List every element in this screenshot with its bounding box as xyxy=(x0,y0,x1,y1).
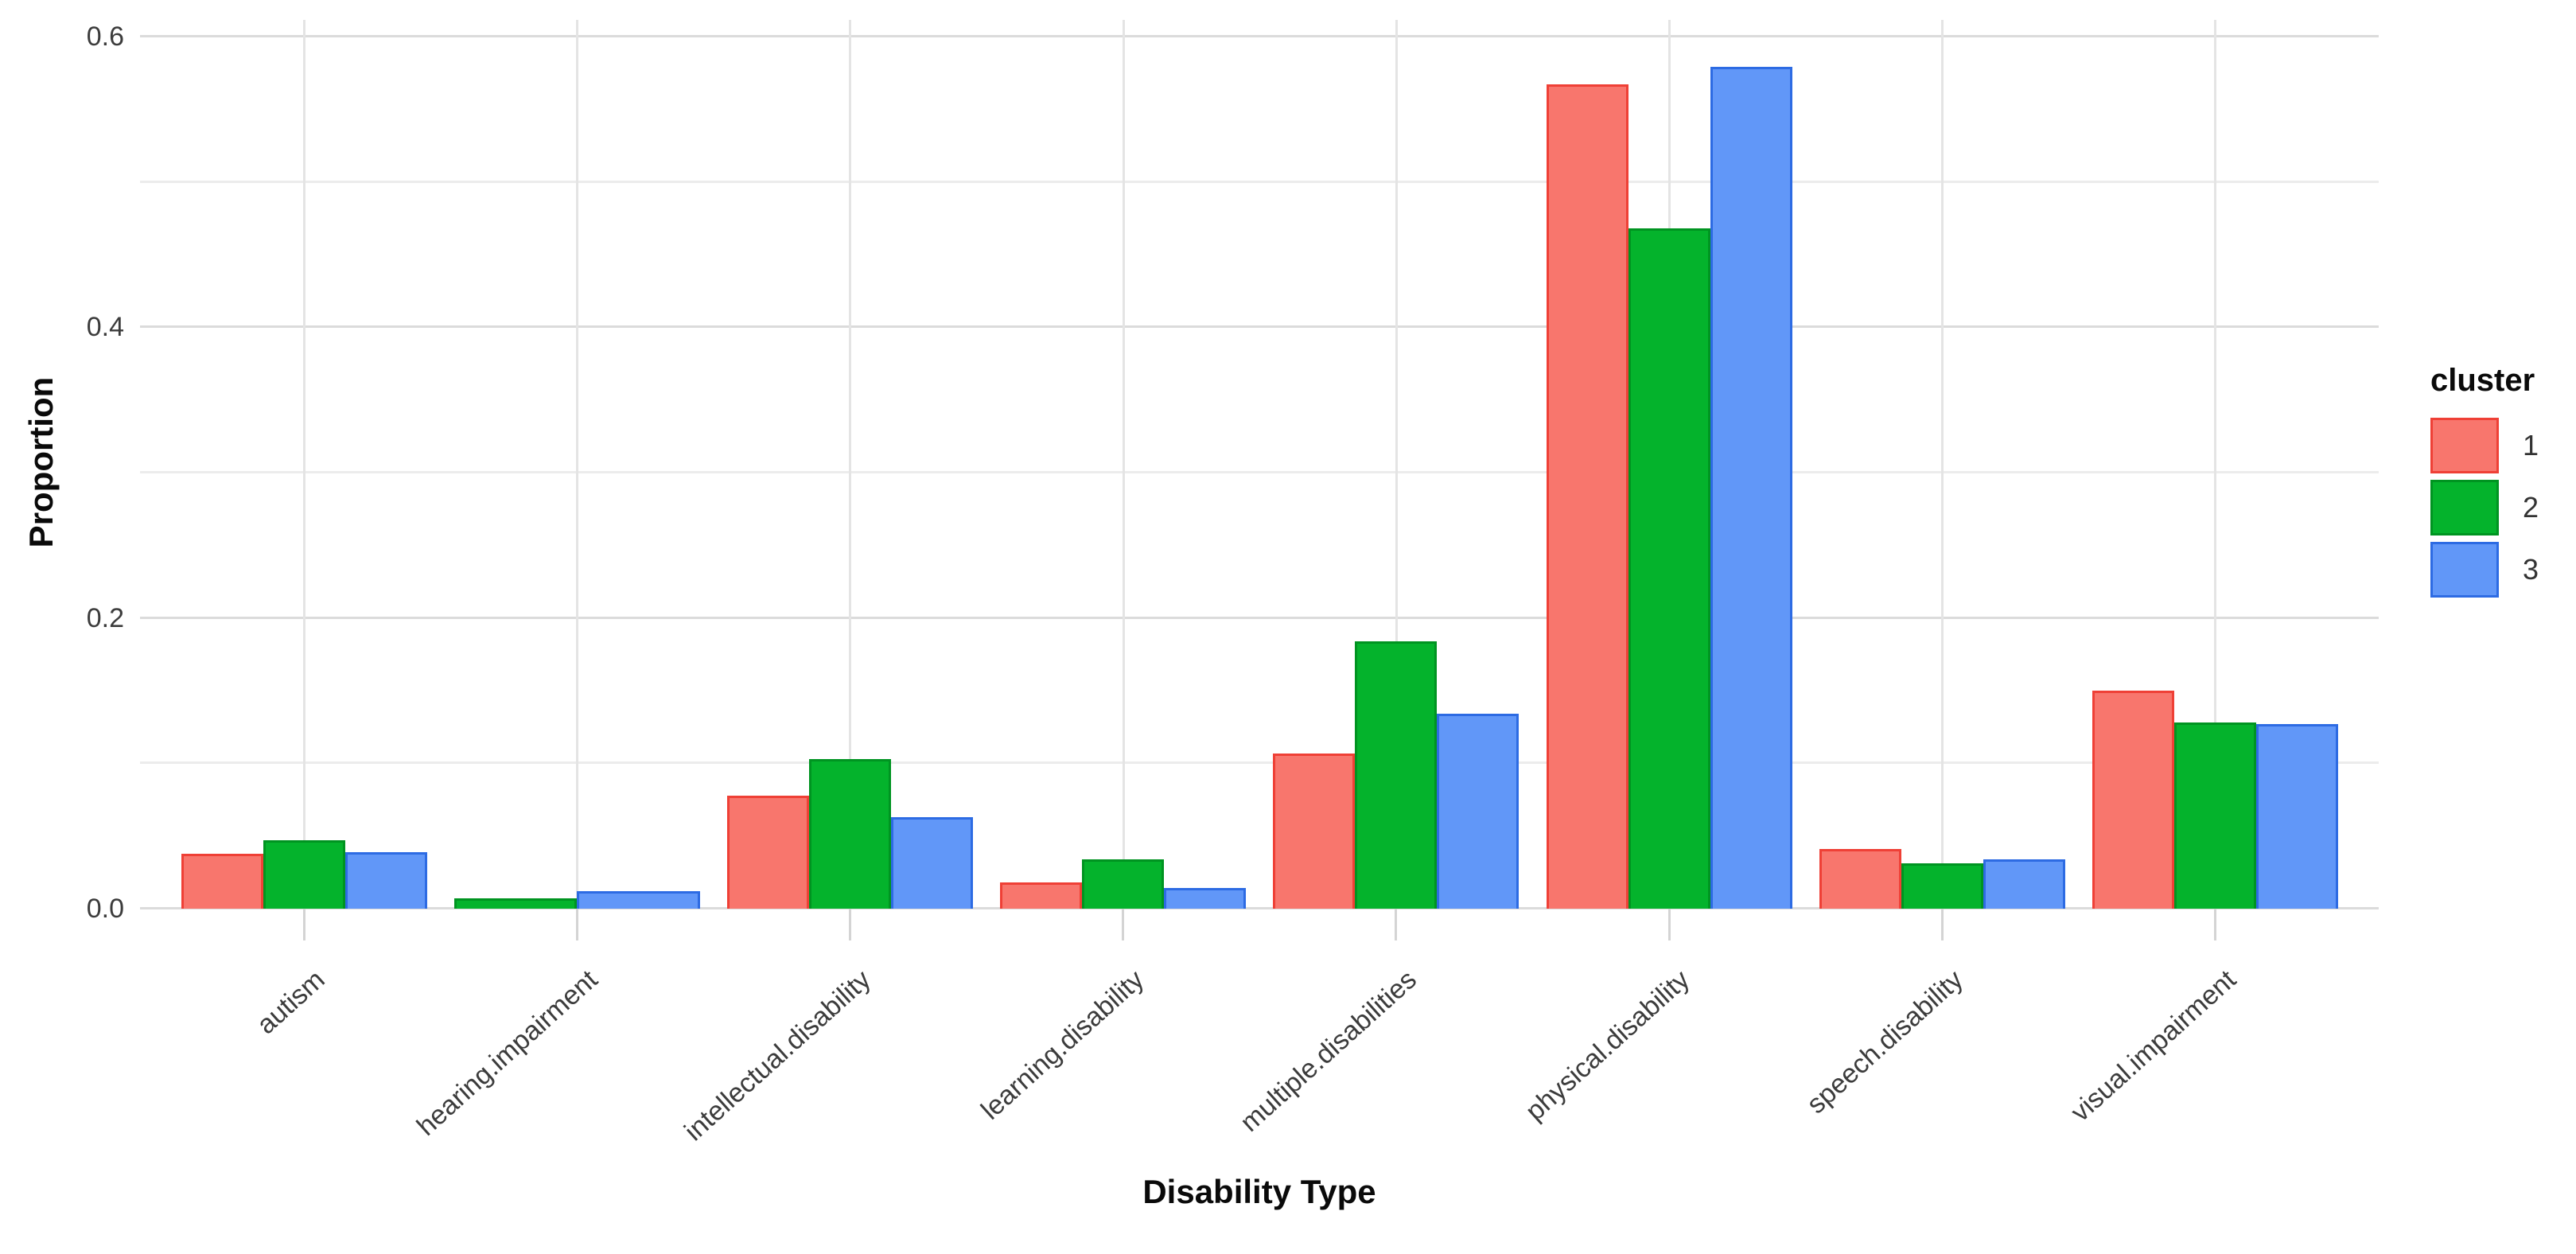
legend-title: cluster xyxy=(2430,363,2535,398)
major-gridline xyxy=(140,616,2379,619)
y-tick-label: 0.2 xyxy=(86,602,124,633)
x-tick-label-text: physical.disability xyxy=(1520,964,1696,1127)
bar-group xyxy=(1000,20,1247,909)
x-axis-tick xyxy=(1395,909,1398,940)
x-axis-tick xyxy=(1667,909,1671,940)
bar-group xyxy=(2092,20,2338,909)
bar xyxy=(1437,714,1520,909)
vertical-gridline xyxy=(576,20,579,909)
bar xyxy=(1710,67,1792,909)
x-axis-tick xyxy=(2213,909,2216,940)
legend-row: 3 xyxy=(2430,542,2539,598)
bar-group xyxy=(181,20,427,909)
vertical-gridline xyxy=(303,20,305,909)
vertical-gridline xyxy=(1941,20,1944,909)
x-tick-label-text: multiple.disabilities xyxy=(1235,964,1423,1138)
bar xyxy=(890,817,973,909)
x-tick-label-text: autism xyxy=(251,964,331,1041)
bar xyxy=(453,898,578,909)
bar-group xyxy=(1273,20,1520,909)
legend-key-swatch xyxy=(2430,418,2499,473)
bar xyxy=(1901,863,1983,909)
legend-key-label: 3 xyxy=(2523,553,2539,586)
y-tick-label: 0.0 xyxy=(86,894,124,924)
bar xyxy=(808,759,891,909)
legend: cluster 1 2 3 xyxy=(2430,363,2539,604)
x-tick-label-text: visual.impairment xyxy=(2064,964,2242,1128)
minor-gridline xyxy=(140,180,2379,183)
bar xyxy=(1164,888,1247,909)
x-axis-tick xyxy=(1940,909,1944,940)
x-tick-label-text: speech.disability xyxy=(1800,964,1969,1120)
bar xyxy=(577,891,700,909)
bar xyxy=(1546,84,1628,909)
x-tick-label-text: intellectual.disability xyxy=(679,964,877,1147)
bar-group xyxy=(453,20,700,909)
x-tick-label-text: learning.disability xyxy=(975,964,1150,1126)
bar xyxy=(1819,849,1901,909)
vertical-gridline xyxy=(1122,20,1125,909)
x-axis-tick xyxy=(1122,909,1125,940)
major-gridline xyxy=(140,35,2379,37)
x-tick-label-text: hearing.impairment xyxy=(411,964,604,1142)
bar xyxy=(1983,859,2065,909)
minor-gridline xyxy=(140,471,2379,473)
vertical-gridline xyxy=(1395,20,1398,909)
major-gridline xyxy=(140,907,2379,909)
plot-panel xyxy=(140,20,2379,909)
bar xyxy=(1628,228,1710,909)
vertical-gridline xyxy=(2214,20,2217,909)
bar xyxy=(2092,691,2174,909)
bar xyxy=(1082,859,1165,909)
bar xyxy=(2255,724,2338,909)
major-gridline xyxy=(140,325,2379,329)
bar xyxy=(2173,722,2256,909)
legend-row: 1 xyxy=(2430,418,2539,473)
bar xyxy=(263,840,345,909)
bar-group xyxy=(1819,20,2065,909)
legend-key-label: 1 xyxy=(2523,429,2539,461)
bar-group xyxy=(1546,20,1792,909)
y-tick-label: 0.4 xyxy=(86,312,124,343)
bar xyxy=(181,854,263,909)
minor-gridline xyxy=(140,761,2379,765)
bar xyxy=(1355,641,1438,909)
legend-key-swatch xyxy=(2430,542,2499,598)
x-axis-tick xyxy=(575,909,578,940)
bar xyxy=(1273,754,1356,909)
bar-group xyxy=(726,20,973,909)
y-axis-title: Proportion xyxy=(22,376,60,548)
bar xyxy=(726,796,809,909)
legend-key-label: 2 xyxy=(2523,491,2539,524)
bar xyxy=(344,852,427,909)
legend-rows: 1 2 3 xyxy=(2430,418,2539,598)
y-tick-label: 0.6 xyxy=(86,21,124,52)
legend-row: 2 xyxy=(2430,480,2539,535)
x-axis-tick xyxy=(848,909,851,940)
vertical-gridline xyxy=(849,20,852,909)
legend-key-swatch xyxy=(2430,480,2499,535)
x-axis-title: Disability Type xyxy=(1142,1173,1376,1210)
x-axis-tick xyxy=(302,909,305,940)
bar xyxy=(1000,882,1083,909)
